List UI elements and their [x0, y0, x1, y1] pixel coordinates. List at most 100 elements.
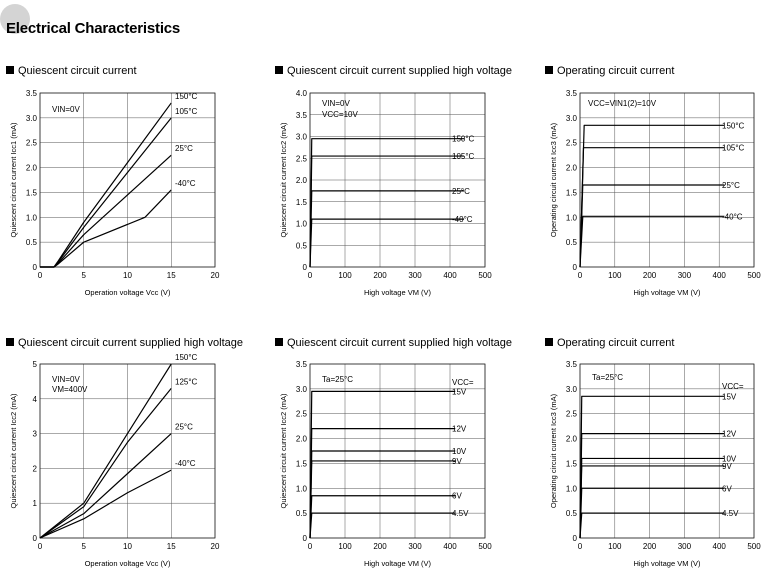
y-tick-label: 3.0: [296, 385, 308, 394]
y-tick-label: 1: [33, 499, 38, 508]
x-tick-label: 20: [211, 542, 220, 551]
y-tick-label: 3.5: [296, 111, 308, 120]
x-tick-label: 300: [678, 542, 692, 551]
chart-1-title: Quiescent circuit current: [6, 65, 137, 77]
y-tick-label: 1.0: [566, 484, 578, 493]
x-tick-label: 300: [408, 271, 422, 280]
y-tick-label: 1.0: [566, 213, 578, 222]
series-label: 10V: [722, 454, 737, 463]
condition-annotation: VCC=VIN1(2)=10V: [588, 99, 657, 108]
series-line: [39, 469, 172, 539]
y-tick-label: 3.5: [26, 89, 38, 98]
condition-annotation: Ta=25°C: [592, 373, 623, 382]
chart-2-title: Quiescent circuit current supplied high …: [275, 65, 512, 77]
y-tick-label: 4: [33, 395, 38, 404]
x-tick-label: 10: [123, 271, 132, 280]
y-tick-label: 2.5: [296, 410, 308, 419]
y-axis-label: Quiescent circuit current Icc2 (mA): [279, 122, 288, 238]
y-tick-label: 0.5: [566, 238, 578, 247]
series-label: -40°C: [722, 212, 743, 221]
y-axis-label: Operating circuit current Icc3 (mA): [549, 122, 558, 237]
x-tick-label: 200: [373, 271, 387, 280]
y-tick-label: 3.0: [566, 114, 578, 123]
y-tick-label: 1.0: [26, 213, 38, 222]
y-tick-label: 0: [33, 263, 38, 272]
y-tick-label: 3.5: [296, 360, 308, 369]
header-decoration: [0, 4, 30, 34]
y-axis-label: Quiescent circuit current Icc2 (mA): [9, 393, 18, 509]
series-line: [309, 495, 456, 539]
series-label: 105°C: [175, 107, 198, 116]
x-tick-label: 100: [338, 271, 352, 280]
x-tick-label: 0: [578, 271, 583, 280]
series-label: 25°C: [722, 181, 740, 190]
series-label: 25°C: [452, 187, 470, 196]
y-axis-label: Quiescent circuit current Icc2 (mA): [279, 393, 288, 509]
series-line: [309, 190, 464, 268]
series-label: 6V: [722, 484, 732, 493]
x-axis-label: High voltage VM (V): [364, 288, 432, 297]
plot-frame: [309, 363, 486, 539]
x-tick-label: 0: [38, 271, 43, 280]
y-tick-label: 1.5: [26, 188, 38, 197]
chart-6: 0 100 200 300 400 500 0 0.5 1.0 1.5 2.0 2.5 3.0 3.5 Hi…: [549, 360, 761, 568]
series-line: [309, 390, 456, 539]
condition-annotation: VCC=: [452, 378, 474, 387]
series-label: 10V: [452, 447, 467, 456]
y-tick-label: 0: [573, 263, 578, 272]
y-tick-label: 0: [33, 534, 38, 543]
y-tick-label: 1.0: [296, 220, 308, 229]
series-line: [309, 450, 456, 539]
series-line: [579, 215, 725, 268]
x-axis-label: Operation voltage Vcc (V): [85, 288, 171, 297]
x-axis-label: High voltage VM (V): [633, 559, 701, 568]
series-label: 125°C: [175, 377, 198, 386]
x-tick-label: 400: [713, 271, 727, 280]
y-tick-label: 1.5: [566, 188, 578, 197]
y-tick-label: 3.0: [26, 114, 38, 123]
plot-frame: [39, 92, 216, 268]
x-tick-label: 500: [478, 542, 492, 551]
y-tick-label: 1.5: [296, 459, 308, 468]
series-line: [579, 465, 725, 539]
x-tick-label: 300: [678, 271, 692, 280]
y-tick-label: 2.5: [26, 139, 38, 148]
y-tick-label: 5: [33, 360, 38, 369]
condition-annotation: VM=400V: [52, 385, 88, 394]
x-tick-label: 0: [578, 542, 583, 551]
x-tick-label: 0: [308, 542, 313, 551]
x-tick-label: 15: [167, 271, 176, 280]
y-tick-label: 2.0: [26, 164, 38, 173]
chart-3-title: Operating circuit current: [545, 65, 674, 77]
y-tick-label: 0.5: [566, 509, 578, 518]
condition-annotation: VCC=: [722, 382, 744, 391]
series-line: [579, 433, 725, 539]
y-tick-label: 2: [33, 464, 38, 473]
x-tick-label: 15: [167, 542, 176, 551]
y-tick-label: 2.5: [566, 410, 578, 419]
x-axis-label: High voltage VM (V): [633, 288, 701, 297]
y-tick-label: 0.5: [296, 241, 308, 250]
y-tick-label: 1.0: [296, 484, 308, 493]
series-label: 150°C: [175, 353, 198, 362]
series-line: [309, 218, 464, 268]
x-axis-label: Operation voltage Vcc (V): [85, 559, 171, 568]
series-label: 150°C: [722, 121, 745, 130]
y-tick-label: 3.0: [296, 133, 308, 142]
series-line: [579, 147, 725, 268]
series-label: -40°C: [175, 179, 196, 188]
series-label: 15V: [722, 392, 737, 401]
series-label: 15V: [452, 387, 467, 396]
plot-frame: [309, 92, 486, 268]
chart-3: 0 100 200 300 400 500 0 0.5 1.0 1.5 2.0 2.5 3.0 3.5 Hi…: [549, 89, 761, 297]
x-axis-label: High voltage VM (V): [364, 559, 432, 568]
series-line: [40, 189, 172, 268]
condition-annotation: VIN=0V: [52, 375, 80, 384]
series-line: [579, 457, 725, 539]
series-label: 150°C: [452, 135, 475, 144]
series-line: [309, 155, 464, 268]
x-tick-label: 500: [747, 542, 761, 551]
y-tick-label: 3: [33, 430, 38, 439]
x-tick-label: 500: [478, 271, 492, 280]
